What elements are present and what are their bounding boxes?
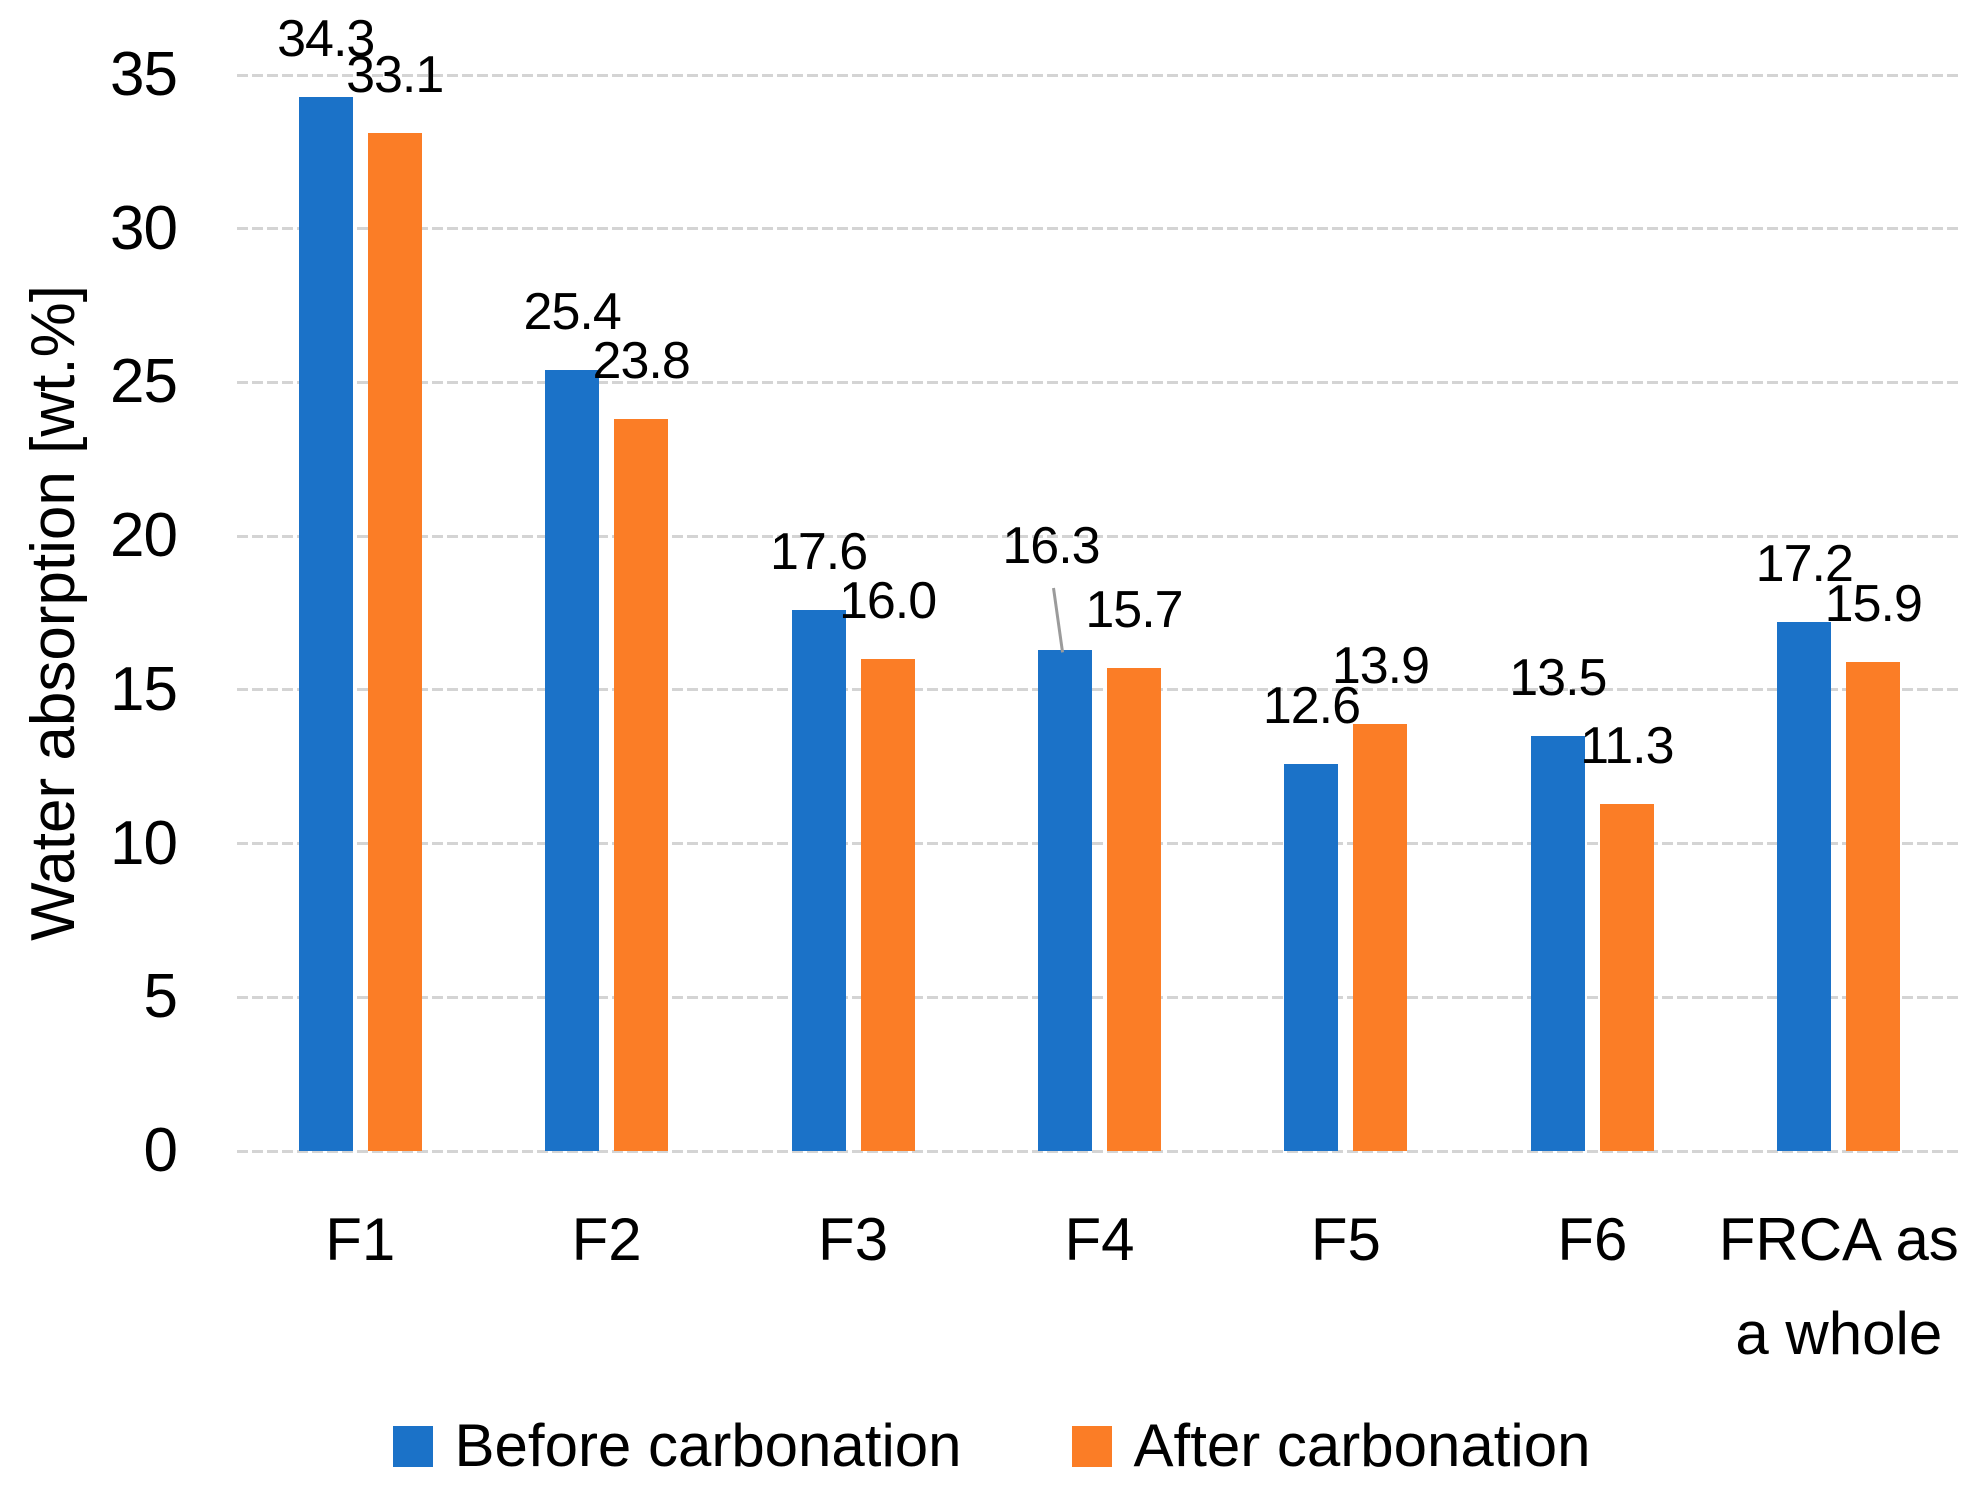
y-tick-label-25: 25 [110, 347, 178, 417]
bar-frca-as-after-carbonation [1846, 662, 1901, 1151]
x-category-label-f4: F4 [1064, 1206, 1135, 1273]
data-label-f1-before-carbonation: 34.3 [277, 9, 375, 68]
data-label-f2-before-carbonation: 25.4 [523, 283, 622, 342]
data-label-f6-after-carbonation: 11.3 [1580, 716, 1674, 775]
legend-item-after-carbonation: After carbonation [1071, 1406, 1591, 1486]
bar-f1-after-carbonation [367, 133, 422, 1151]
bar-f4-after-carbonation [1107, 668, 1161, 1151]
bar-f4-before-carbonation [1038, 649, 1092, 1151]
legend-label-after-carbonation: After carbonation [1133, 1412, 1591, 1479]
bar-f2-after-carbonation [614, 419, 669, 1151]
y-tick-label-15: 15 [110, 654, 178, 724]
legend: Before carbonation After carbonation [0, 1406, 1983, 1486]
legend-item-before-carbonation: Before carbonation [392, 1406, 962, 1486]
y-tick-label-30: 30 [110, 193, 178, 263]
x-category-label-f2: F2 [571, 1206, 642, 1273]
x-category-label-f5: F5 [1310, 1206, 1381, 1273]
x-axis-category-labels: F1 F2 F3 F4 F5 F6 FRCA as a whole [237, 1193, 1962, 1393]
bar-f1-before-carbonation [298, 96, 353, 1151]
gridline-10 [237, 842, 1962, 846]
legend-swatch-after-carbonation [1071, 1425, 1112, 1467]
gridline-35 [237, 73, 1962, 77]
gridline-0 [237, 1149, 1962, 1153]
data-label-frca-as-after-carbonation: 15.9 [1824, 575, 1923, 634]
x-category-label-f1: F1 [325, 1206, 396, 1273]
bar-f6-after-carbonation [1599, 803, 1654, 1151]
data-label-f5-before-carbonation: 12.6 [1262, 676, 1361, 735]
gridline-15 [237, 688, 1962, 692]
data-label-f4-after-carbonation: 15.7 [1085, 581, 1183, 640]
data-label-f3-before-carbonation: 17.6 [769, 522, 868, 581]
x-category-label-f6: F6 [1557, 1206, 1628, 1273]
data-label-f5-after-carbonation: 13.9 [1331, 636, 1430, 695]
data-label-f6-before-carbonation: 13.5 [1509, 648, 1607, 707]
data-label-frca-as-before-carbonation: 17.2 [1755, 535, 1854, 594]
gridline-20 [237, 534, 1962, 538]
y-tick-label-0: 0 [143, 1116, 178, 1185]
data-label-f3-after-carbonation: 16.0 [838, 572, 937, 631]
x-category-label-frca-as: FRCA as a whole [1718, 1206, 1959, 1367]
data-label-f2-after-carbonation: 23.8 [592, 332, 691, 391]
gridline-25 [237, 380, 1962, 384]
gridline-5 [237, 995, 1962, 999]
bar-f3-after-carbonation [860, 659, 915, 1151]
data-label-f1-after-carbonation: 33.1 [346, 46, 444, 105]
bar-f5-before-carbonation [1284, 763, 1339, 1151]
y-tick-label-5: 5 [143, 962, 178, 1032]
bar-frca-as-before-carbonation [1777, 622, 1832, 1151]
bar-f3-before-carbonation [791, 609, 846, 1151]
y-tick-label-35: 35 [110, 40, 178, 109]
legend-swatch-before-carbonation [392, 1425, 433, 1467]
legend-label-before-carbonation: Before carbonation [454, 1412, 962, 1479]
x-category-label-f3: F3 [818, 1206, 889, 1273]
bar-f5-after-carbonation [1353, 723, 1408, 1151]
y-tick-label-10: 10 [110, 808, 178, 878]
data-label-f4-before-carbonation: 16.3 [1002, 516, 1100, 575]
bar-f2-before-carbonation [545, 370, 600, 1151]
y-tick-label-20: 20 [110, 501, 178, 571]
plot-area: 34.3 25.4 17.6 16.3 12.6 13.5 17.2 33.1 23.8 16.0… [237, 11, 1962, 1153]
bar-f6-before-carbonation [1530, 735, 1585, 1151]
gridline-30 [237, 227, 1962, 231]
